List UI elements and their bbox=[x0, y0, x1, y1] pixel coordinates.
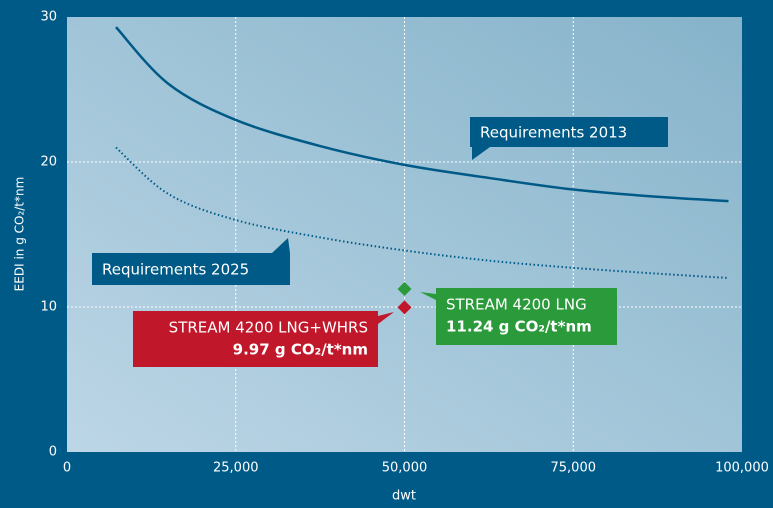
label-box bbox=[470, 117, 668, 147]
value-label: 9.97 g CO₂/t*nm bbox=[233, 341, 368, 359]
line bbox=[115, 146, 729, 279]
x-tick-label: 50,000 bbox=[382, 461, 428, 476]
y-tick-label: 10 bbox=[40, 300, 57, 315]
label-tail bbox=[378, 312, 394, 324]
y-axis-label: EEDI in g CO₂/t*nm bbox=[13, 177, 27, 292]
y-tick-label: 0 bbox=[49, 445, 57, 460]
label-tail bbox=[472, 147, 490, 160]
value-label: 11.24 g CO₂/t*nm bbox=[446, 318, 592, 336]
series-label: Requirements 2013 bbox=[480, 124, 627, 142]
series-label: Requirements 2025 bbox=[102, 261, 249, 279]
point bbox=[397, 282, 412, 297]
label-box bbox=[436, 288, 617, 345]
y-tick-label: 20 bbox=[40, 155, 57, 170]
y-tick-label: 30 bbox=[40, 10, 57, 25]
series-label: STREAM 4200 LNG bbox=[446, 296, 587, 314]
label-box bbox=[92, 253, 290, 285]
x-tick-label: 100,000 bbox=[715, 461, 769, 476]
series-label: STREAM 4200 LNG+WHRS bbox=[169, 319, 368, 337]
x-tick-label: 75,000 bbox=[551, 461, 597, 476]
line bbox=[115, 26, 729, 203]
label-tail bbox=[272, 238, 290, 253]
x-axis-label: dwt bbox=[392, 489, 416, 504]
x-tick-label: 25,000 bbox=[213, 461, 259, 476]
label-box bbox=[133, 311, 378, 367]
label-tail bbox=[420, 292, 436, 300]
point bbox=[397, 300, 412, 315]
x-tick-label: 0 bbox=[63, 461, 71, 476]
